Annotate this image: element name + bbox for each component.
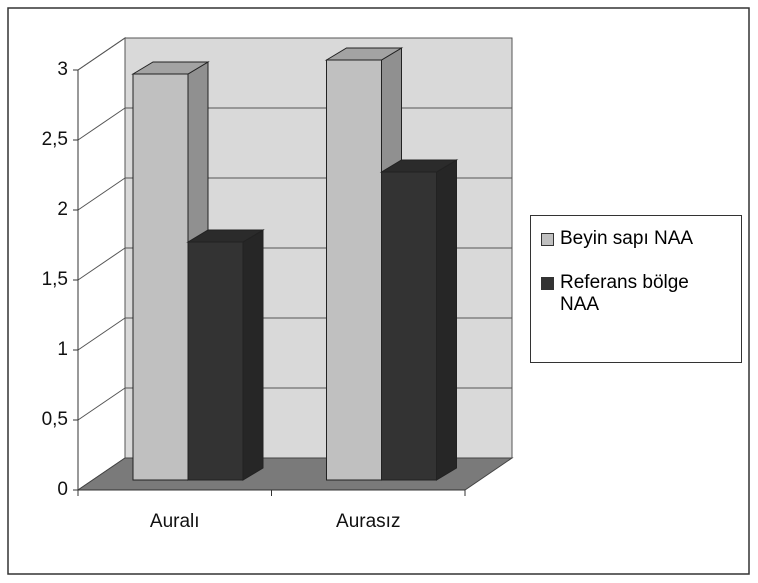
y-tick-label: 1,5 bbox=[42, 269, 68, 290]
bar bbox=[187, 241, 244, 481]
legend-swatch bbox=[541, 233, 554, 246]
bar bbox=[381, 171, 437, 481]
legend-label: Referans bölge NAA bbox=[560, 272, 689, 315]
legend: Beyin sapı NAA Referans bölge NAA bbox=[530, 215, 742, 363]
y-tick-label: 0 bbox=[57, 479, 68, 500]
grid-line bbox=[77, 387, 126, 421]
y-tick-label: 3 bbox=[57, 59, 68, 80]
legend-item: Beyin sapı NAA bbox=[539, 228, 733, 250]
grid-line bbox=[77, 107, 126, 141]
x-tick-label: Auralı bbox=[150, 511, 200, 532]
grid-line bbox=[77, 37, 126, 71]
y-tick-label: 2,5 bbox=[42, 129, 68, 150]
legend-swatch bbox=[541, 277, 554, 290]
grid-line bbox=[77, 317, 126, 351]
bar bbox=[326, 59, 382, 481]
x-tick-label: Aurasız bbox=[336, 511, 400, 532]
bar bbox=[132, 73, 189, 481]
y-tick-label: 2 bbox=[57, 199, 68, 220]
y-tick-label: 0,5 bbox=[42, 409, 68, 430]
legend-label: Beyin sapı NAA bbox=[560, 228, 694, 249]
y-tick-label: 1 bbox=[57, 339, 68, 360]
bar-side bbox=[242, 229, 264, 481]
legend-item: Referans bölge NAA bbox=[539, 272, 733, 316]
grid-line bbox=[77, 247, 126, 281]
grid-line bbox=[77, 177, 126, 211]
bar-side bbox=[436, 159, 457, 481]
